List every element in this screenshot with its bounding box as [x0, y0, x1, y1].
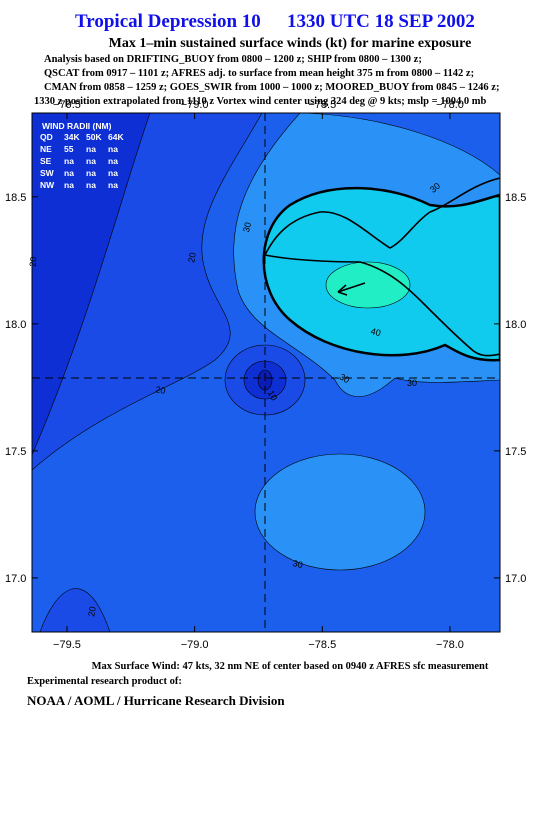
max-wind-note: Max Surface Wind: 47 kts, 32 nm NE of ce…	[92, 661, 489, 672]
wind-radii-cell: na	[108, 144, 118, 154]
contour-label: 20	[155, 384, 167, 396]
wind-radii-cell: na	[86, 168, 96, 178]
y-tick-label: 18.0	[5, 319, 26, 331]
coastline	[264, 177, 500, 256]
wind-radii-cell: na	[86, 180, 96, 190]
contour-label: 30	[241, 221, 253, 233]
contour-label: 40	[370, 326, 382, 338]
organization: NOAA / AOML / Hurricane Research Divisio…	[27, 693, 285, 708]
x-tick-label: −79.5	[53, 639, 81, 651]
coastline	[264, 254, 500, 357]
contour-label: 20	[186, 252, 198, 264]
y-tick-label: 18.5	[505, 192, 526, 204]
contour-label: 30	[292, 558, 304, 570]
contour-label: 10	[266, 389, 280, 403]
field-below-10	[32, 113, 151, 456]
x-tick-label: −79.5	[53, 99, 81, 111]
wind-radii-cell: na	[86, 144, 96, 154]
y-tick-label: 17.5	[5, 446, 26, 458]
wind-radii-cell: na	[108, 156, 118, 166]
wind-radii-header: 34K	[64, 132, 80, 142]
analysis-note: CMAN from 0858 – 1259 z; GOES_SWIR from …	[44, 82, 499, 93]
x-tick-label: −78.5	[308, 639, 336, 651]
y-tick-label: 18.0	[505, 319, 526, 331]
wind-radii-cell: na	[64, 180, 74, 190]
wind-radii-cell: NW	[40, 180, 55, 190]
y-tick-label: 17.5	[505, 446, 526, 458]
motion-arrow	[337, 282, 366, 293]
wind-radii-cell: na	[64, 156, 74, 166]
x-tick-label: −78.0	[436, 639, 464, 651]
wind-radii-header: 64K	[108, 132, 124, 142]
analysis-note: 1330 z position extrapolated from 1110 z…	[34, 96, 486, 107]
wind-radii-title: WIND RADII (NM)	[42, 121, 112, 131]
contour-label: 30	[407, 378, 417, 388]
wind-radii-cell: SW	[40, 168, 55, 178]
title: Tropical Depression 10	[75, 11, 261, 32]
wind-radii-cell: NE	[40, 144, 52, 154]
subtitle: Max 1–min sustained surface winds (kt) f…	[109, 36, 472, 51]
wind-radii-header: QD	[40, 132, 53, 142]
credit: Experimental research product of:	[27, 676, 182, 687]
wind-radii-cell: na	[64, 168, 74, 178]
field-max	[325, 261, 411, 309]
wind-radii-cell: 55	[64, 144, 74, 154]
wind-radii-header: 50K	[86, 132, 102, 142]
wind-radii-cell: na	[108, 180, 118, 190]
contour-label: 20	[28, 256, 39, 267]
wind-field	[32, 113, 500, 632]
contour-label: 30	[338, 372, 352, 386]
y-tick-label: 17.0	[5, 573, 26, 585]
wind-radii-cell: na	[86, 156, 96, 166]
y-tick-label: 17.0	[505, 573, 526, 585]
analysis-note: Analysis based on DRIFTING_BUOY from 080…	[44, 54, 422, 65]
x-tick-label: −78.0	[436, 99, 464, 111]
contour-label: 20	[86, 606, 98, 618]
wind-radii-cell: na	[108, 168, 118, 178]
wind-radii-cell: SE	[40, 156, 52, 166]
x-tick-label: −78.5	[308, 99, 336, 111]
y-tick-label: 18.5	[5, 192, 26, 204]
x-tick-label: −79.0	[181, 99, 209, 111]
x-tick-label: −79.0	[181, 639, 209, 651]
datetime: 1330 UTC 18 SEP 2002	[287, 11, 475, 32]
contour-label: 30	[428, 181, 442, 195]
field-10-20	[39, 588, 111, 632]
plot-frame	[31, 112, 501, 633]
motion-arrow	[337, 284, 348, 296]
field-30-40	[254, 453, 426, 571]
analysis-note: QSCAT from 0917 – 1101 z; AFRES adj. to …	[44, 68, 474, 79]
